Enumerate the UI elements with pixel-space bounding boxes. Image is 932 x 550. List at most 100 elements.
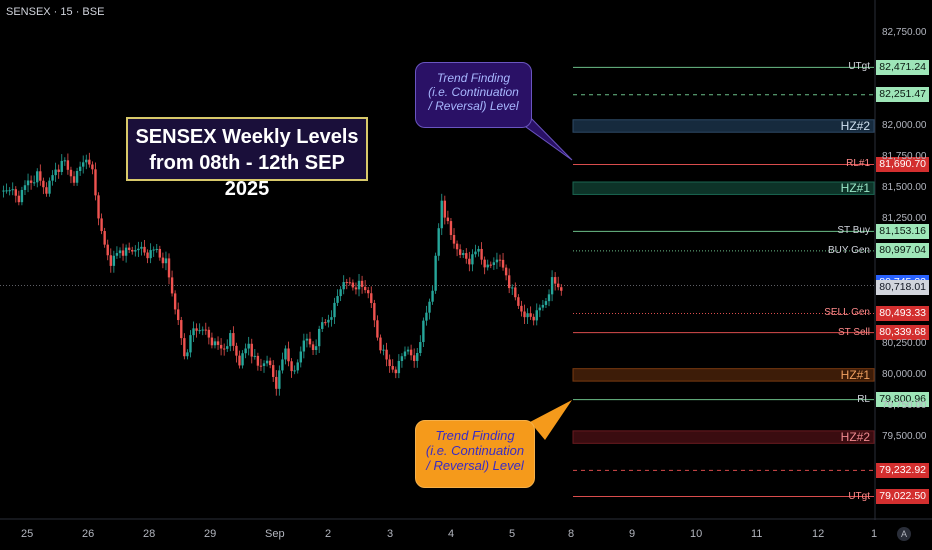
note-bottom-pointer [530, 400, 572, 440]
candle-body [100, 218, 103, 232]
candle-body [517, 297, 520, 306]
level-price-tag-6: 80,339.68 [876, 325, 929, 341]
candle-body [5, 190, 8, 192]
candle-body [106, 244, 109, 256]
level-label-6: ST Sell [837, 326, 870, 338]
candle-body [23, 185, 27, 190]
candle-body [345, 282, 348, 284]
candle-body [146, 252, 149, 259]
candle-body [60, 160, 63, 172]
candle-body [189, 335, 192, 353]
candle-body [547, 294, 551, 302]
candle-body [507, 275, 511, 289]
candle-body [97, 195, 100, 219]
y-tick-0: 82,750.00 [882, 26, 927, 38]
candle-body [538, 307, 542, 311]
candle-body [532, 316, 535, 321]
candle-body [379, 337, 382, 351]
candle-body [238, 355, 241, 366]
zone-2 [572, 368, 875, 382]
x-tick-1: 26 [82, 528, 95, 540]
candle-body [183, 338, 186, 357]
candle-body [63, 160, 67, 162]
level-price-tag-1: 82,251.47 [876, 87, 929, 103]
zone-0 [572, 119, 875, 133]
candle-body [2, 190, 5, 192]
candle-body [483, 259, 486, 268]
candle-body [299, 351, 302, 363]
candle-body [32, 182, 36, 184]
candle-body [523, 311, 526, 318]
candle-body [127, 247, 131, 250]
candle-body [373, 303, 376, 321]
candle-body [560, 287, 563, 291]
candle-body [403, 351, 407, 357]
x-tick-2: 28 [143, 528, 156, 540]
candle-body [370, 293, 373, 304]
candle-body [244, 348, 247, 354]
candle-body [262, 363, 266, 367]
candle-body [324, 322, 327, 324]
candle-body [186, 352, 189, 357]
candle-body [477, 248, 480, 252]
y-tick-4: 81,250.00 [882, 213, 927, 225]
symbol-label: SENSEX · 15 · BSE [6, 6, 105, 18]
candle-body [412, 355, 416, 361]
level-label-4: BUY Gen [827, 244, 870, 256]
candle-body [388, 359, 391, 367]
candle-body [109, 255, 112, 266]
candle-body [57, 169, 60, 172]
candle-body [103, 231, 106, 245]
x-tick-11: 10 [690, 528, 703, 540]
level-price-tag-8: 79,232.92 [876, 462, 929, 478]
candle-body [342, 282, 345, 290]
candle-body [250, 343, 253, 357]
zone-label-0: HZ#2 [840, 119, 870, 133]
candle-body [474, 251, 477, 255]
x-tick-3: 29 [204, 528, 217, 540]
candle-body [177, 309, 180, 321]
candle-body [471, 254, 474, 265]
candle-body [406, 349, 410, 352]
note-bottom-line-3: / Reversal) Level [426, 458, 524, 473]
candle-body [317, 328, 321, 347]
candle-body [376, 320, 379, 338]
candle-body [222, 348, 226, 350]
candle-body [140, 246, 143, 249]
candle-body [29, 180, 33, 183]
level-label-0: UTgt [848, 61, 870, 73]
candle-body [462, 253, 465, 255]
candle-body [354, 287, 358, 290]
candle-body [550, 277, 554, 295]
candle-body [541, 304, 545, 308]
candle-body [455, 243, 459, 250]
candle-body [91, 164, 94, 170]
x-tick-0: 25 [21, 528, 34, 540]
candle-body [382, 349, 385, 351]
x-tick-6: 3 [387, 528, 394, 540]
auto-scale-button[interactable]: A [897, 527, 911, 541]
candle-body [468, 258, 471, 265]
last-price-tag: 80,718.01 [876, 280, 929, 296]
level-price-tag-5: 80,493.33 [876, 305, 929, 321]
candle-body [425, 312, 428, 321]
candle-body [520, 305, 523, 312]
note-top-line-2: (i.e. Continuation [428, 85, 519, 99]
candle-body [161, 257, 165, 264]
candle-body [437, 228, 440, 256]
candle-body [51, 175, 54, 181]
x-tick-8: 5 [509, 528, 516, 540]
candle-body [124, 247, 128, 256]
y-tick-8: 79,500.00 [882, 431, 927, 443]
x-tick-10: 9 [629, 528, 636, 540]
candle-body [112, 255, 116, 266]
candle-body [20, 189, 24, 203]
level-label-7: RL [857, 393, 870, 405]
candle-body [115, 253, 119, 256]
candle-body [544, 301, 548, 305]
candle-body [247, 343, 250, 349]
candle-body [449, 221, 453, 236]
candle-body [281, 359, 284, 371]
candle-body [360, 280, 364, 287]
